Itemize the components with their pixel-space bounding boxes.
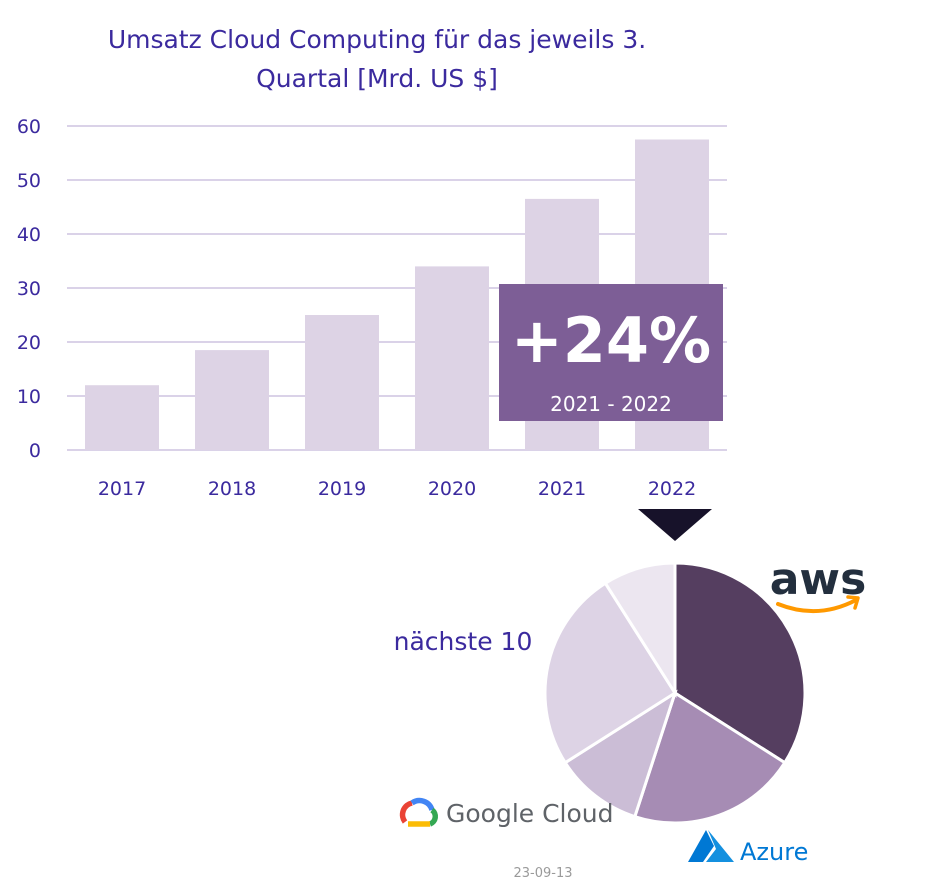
y-axis-ticks: 0 10 20 30 40 50 60 [17, 116, 41, 462]
x-tick-label: 2018 [208, 478, 256, 500]
x-tick-label: 2022 [648, 478, 696, 500]
x-axis-ticks: 2017 2018 2019 2020 2021 2022 [98, 478, 696, 500]
bar-2019 [305, 315, 379, 450]
google-cloud-logo: Google Cloud [403, 799, 614, 828]
bar-2020 [415, 266, 489, 450]
date-stamp: 23-09-13 [513, 866, 572, 881]
chart-title-line-2: Quartal [Mrd. US $] [256, 64, 498, 93]
y-tick-label: 50 [17, 170, 41, 192]
growth-period: 2021 - 2022 [550, 392, 672, 416]
growth-callout: +24% 2021 - 2022 [499, 284, 723, 421]
x-tick-label: 2019 [318, 478, 366, 500]
x-tick-label: 2017 [98, 478, 146, 500]
y-tick-label: 30 [17, 278, 41, 300]
y-tick-label: 20 [17, 332, 41, 354]
chart-canvas: Umsatz Cloud Computing für das jeweils 3… [0, 0, 931, 892]
y-tick-label: 60 [17, 116, 41, 138]
growth-value: +24% [511, 304, 711, 377]
pie-label-next-10: nächste 10 [394, 627, 533, 656]
chart-title: Umsatz Cloud Computing für das jeweils 3… [108, 25, 646, 93]
market-share-pie [545, 563, 805, 823]
azure-logo: Azure [688, 830, 808, 866]
x-tick-label: 2020 [428, 478, 476, 500]
google-cloud-logo-text: Google Cloud [446, 799, 614, 828]
azure-logo-text: Azure [740, 838, 808, 866]
down-arrow-icon [638, 509, 712, 541]
y-tick-label: 10 [17, 386, 41, 408]
y-tick-label: 0 [29, 440, 41, 462]
google-cloud-icon [403, 801, 436, 824]
y-tick-label: 40 [17, 224, 41, 246]
bar-2018 [195, 350, 269, 450]
chart-title-line-1: Umsatz Cloud Computing für das jeweils 3… [108, 25, 646, 54]
x-tick-label: 2021 [538, 478, 586, 500]
bar-2017 [85, 385, 159, 450]
aws-logo: aws [770, 554, 867, 611]
